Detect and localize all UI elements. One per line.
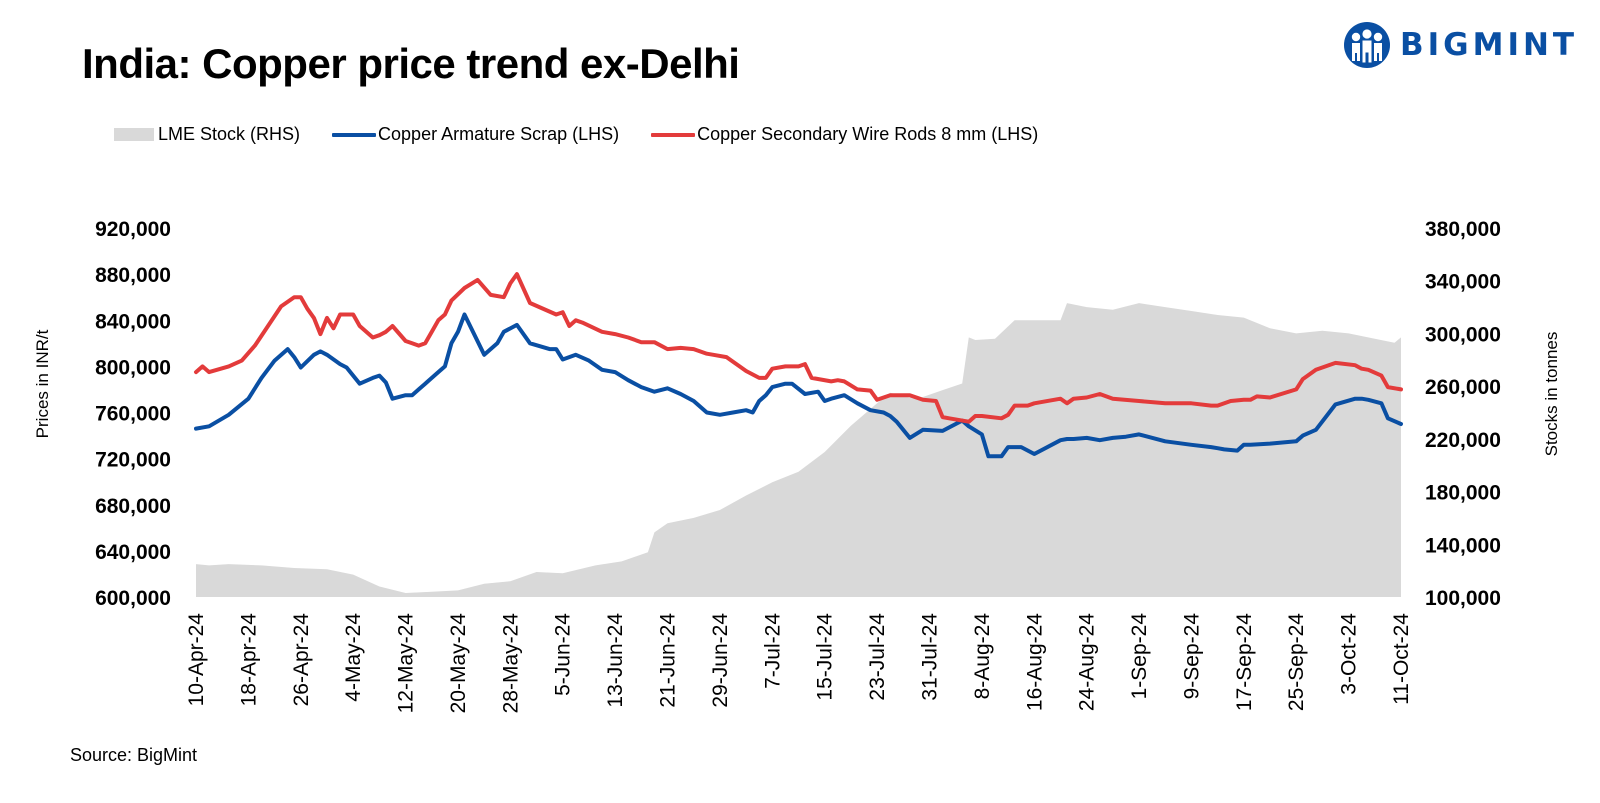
x-tick-label: 26-Apr-24: [290, 613, 313, 707]
y-tick-label: 680,000: [95, 495, 171, 518]
people-group-icon: [1344, 22, 1390, 68]
legend-label: Copper Armature Scrap (LHS): [378, 124, 620, 144]
y2-tick-label: 220,000: [1425, 429, 1501, 452]
y-axis-title: Prices in INR/t: [33, 329, 52, 438]
y-tick-label: 920,000: [95, 218, 171, 241]
left-axis-ticks: 600,000 640,000 680,000 720,000 760,000 800,0…: [95, 218, 171, 610]
x-tick-label: 25-Sep-24: [1285, 613, 1308, 711]
y2-axis-title: Stocks in tonnes: [1542, 332, 1561, 457]
x-tick-label: 3-Oct-24: [1338, 613, 1361, 695]
y-tick-label: 760,000: [95, 403, 171, 426]
legend-label: Copper Secondary Wire Rods 8 mm (LHS): [697, 124, 1039, 144]
x-tick-label: 11-Oct-24: [1390, 613, 1413, 705]
x-tick-label: 23-Jul-24: [866, 613, 889, 701]
x-tick-label: 8-Aug-24: [971, 613, 994, 700]
x-tick-label: 10-Apr-24: [185, 613, 208, 707]
x-tick-label: 28-May-24: [499, 613, 522, 714]
x-tick-label: 7-Jul-24: [761, 613, 784, 689]
series-line-armature-scrap: [194, 312, 1403, 459]
line-layer: [194, 272, 1403, 459]
y2-tick-label: 180,000: [1425, 482, 1501, 505]
legend-swatch-line: [332, 132, 377, 137]
x-tick-label: 13-Jun-24: [604, 613, 627, 708]
x-tick-label: 29-Jun-24: [709, 613, 732, 708]
y-tick-label: 800,000: [95, 356, 171, 379]
x-tick-label: 12-May-24: [395, 613, 418, 714]
series-line-wire-rods: [194, 272, 1403, 424]
logo: BIGMINT: [1342, 20, 1578, 70]
x-tick-label: 18-Apr-24: [237, 613, 260, 707]
y2-tick-label: 380,000: [1425, 218, 1501, 241]
legend-item-armature-scrap: Copper Armature Scrap (LHS): [332, 124, 619, 145]
legend-label: LME Stock (RHS): [158, 124, 301, 144]
source-note: Source: BigMint: [70, 745, 198, 765]
legend-swatch-line: [651, 132, 696, 137]
right-axis-ticks: 100,000 140,000 180,000 220,000 260,000 300,0…: [1425, 218, 1501, 610]
logo-text: BIGMINT: [1400, 27, 1579, 63]
y2-tick-label: 140,000: [1425, 534, 1501, 557]
x-tick-label: 21-Jun-24: [657, 613, 680, 708]
x-axis-ticks: 10-Apr-24 18-Apr-24 26-Apr-24 4-May-24 12-Ma…: [185, 613, 1413, 714]
legend-item-lme-stock: LME Stock (RHS): [114, 124, 300, 145]
y-tick-label: 840,000: [95, 310, 171, 333]
page-title: India: Copper price trend ex-Delhi: [82, 40, 740, 87]
y2-tick-label: 260,000: [1425, 376, 1501, 399]
x-tick-label: 9-Sep-24: [1180, 613, 1203, 700]
chart-legend: LME Stock (RHS) Copper Armature Scrap (L…: [114, 124, 1070, 145]
x-tick-label: 15-Jul-24: [814, 613, 837, 701]
legend-item-wire-rods: Copper Secondary Wire Rods 8 mm (LHS): [651, 124, 1038, 145]
x-tick-label: 17-Sep-24: [1233, 613, 1256, 711]
x-tick-label: 24-Aug-24: [1076, 613, 1099, 711]
x-tick-label: 16-Aug-24: [1023, 613, 1046, 711]
x-tick-label: 4-May-24: [342, 613, 365, 702]
series-area-lme-stock: [196, 303, 1401, 597]
y-tick-label: 720,000: [95, 449, 171, 472]
x-tick-label: 31-Jul-24: [919, 613, 942, 701]
y2-tick-label: 340,000: [1425, 271, 1501, 294]
legend-swatch-area: [114, 128, 154, 141]
x-tick-label: 20-May-24: [447, 613, 470, 714]
y2-tick-label: 100,000: [1425, 587, 1501, 610]
x-tick-label: 1-Sep-24: [1128, 613, 1151, 700]
y-tick-label: 880,000: [95, 264, 171, 287]
y-tick-label: 600,000: [95, 587, 171, 610]
x-tick-label: 5-Jun-24: [552, 613, 575, 696]
y-tick-label: 640,000: [95, 541, 171, 564]
area-layer: [196, 303, 1401, 597]
y2-tick-label: 300,000: [1425, 323, 1501, 346]
